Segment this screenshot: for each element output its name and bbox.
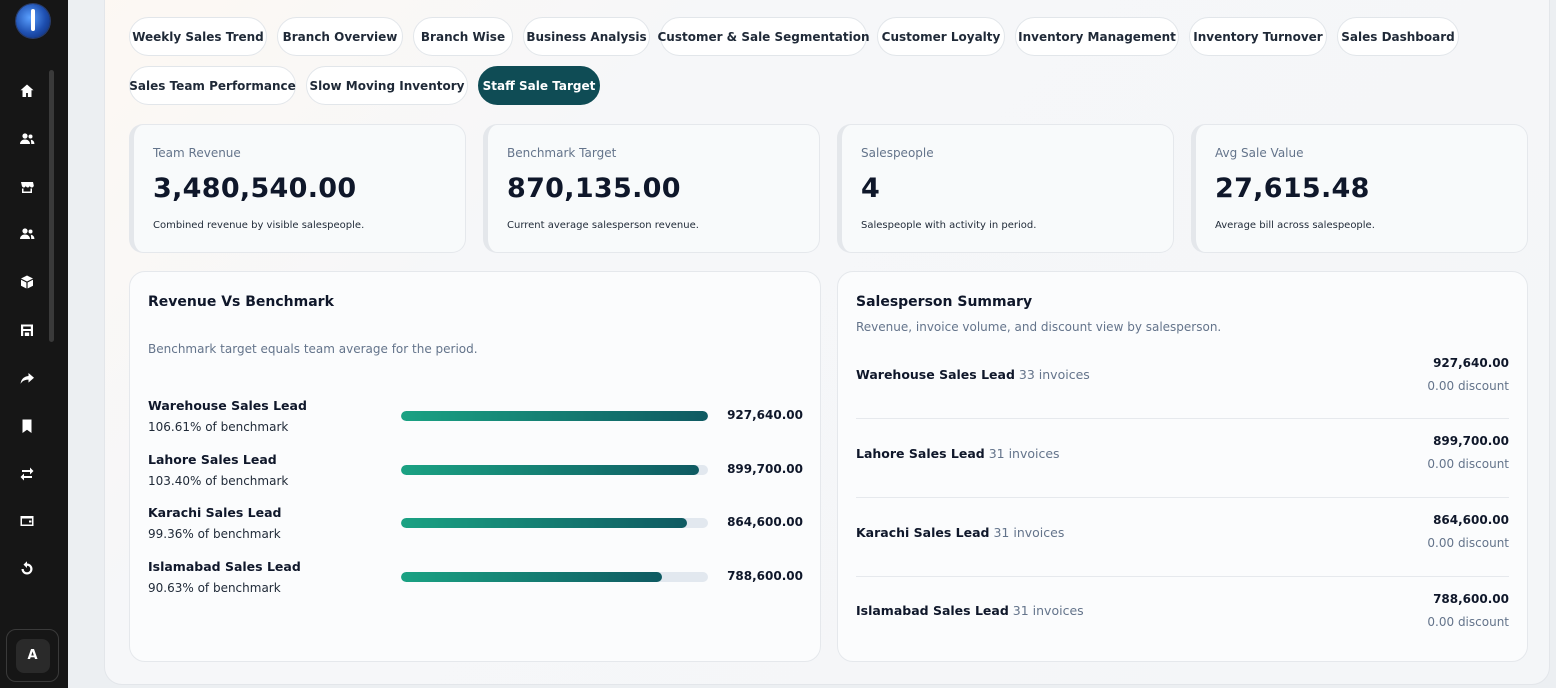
benchmark-percent: 99.36% of benchmark — [148, 527, 281, 541]
progress-track — [401, 518, 708, 528]
revenue-amount: 927,640.00 — [727, 408, 803, 422]
salesperson-name: Karachi Sales Lead 31 invoices — [856, 525, 1064, 540]
tab-branch-wise[interactable]: Branch Wise — [413, 17, 513, 56]
kpi-label: Avg Sale Value — [1215, 146, 1304, 160]
user-avatar[interactable]: A — [6, 629, 59, 682]
revenue-amount: 864,600.00 — [727, 515, 803, 529]
discount-amount: 0.00 discount — [1427, 615, 1509, 629]
discount-amount: 0.00 discount — [1427, 536, 1509, 550]
panel-subtitle: Revenue, invoice volume, and discount vi… — [856, 320, 1222, 334]
panel-subtitle: Benchmark target equals team average for… — [148, 342, 478, 356]
kpi-label: Benchmark Target — [507, 146, 617, 160]
exchange-icon[interactable] — [17, 464, 37, 484]
tab-sales-team-performance[interactable]: Sales Team Performance — [129, 66, 296, 105]
tab-inventory-management[interactable]: Inventory Management — [1015, 17, 1179, 56]
salesperson-name: Warehouse Sales Lead — [148, 398, 307, 413]
kpi-card-avg-sale-value: Avg Sale Value 27,615.48 Average bill ac… — [1191, 124, 1528, 253]
invoice-count: 31 invoices — [988, 446, 1060, 461]
benchmark-row: Karachi Sales Lead 99.36% of benchmark 8… — [148, 505, 803, 545]
summary-row: Karachi Sales Lead 31 invoices 864,600.00… — [856, 498, 1509, 577]
progress-track — [401, 572, 708, 582]
tab-branch-overview[interactable]: Branch Overview — [277, 17, 403, 56]
benchmark-percent: 103.40% of benchmark — [148, 474, 289, 488]
revenue-amount: 899,700.00 — [727, 462, 803, 476]
progress-fill — [401, 465, 699, 475]
revenue-amount: 788,600.00 — [727, 569, 803, 583]
benchmark-row: Islamabad Sales Lead 90.63% of benchmark… — [148, 559, 803, 599]
salesperson-name-text: Warehouse Sales Lead — [856, 367, 1015, 382]
benchmark-row: Lahore Sales Lead 103.40% of benchmark 8… — [148, 452, 803, 492]
panel-title: Salesperson Summary — [856, 294, 1033, 310]
kpi-description: Salespeople with activity in period. — [861, 220, 1037, 231]
salesperson-name: Islamabad Sales Lead 31 invoices — [856, 603, 1084, 618]
salesperson-summary-panel: Salesperson Summary Revenue, invoice vol… — [837, 271, 1528, 662]
summary-row: Lahore Sales Lead 31 invoices 899,700.00 … — [856, 419, 1509, 498]
progress-fill — [401, 411, 708, 421]
salesperson-name: Warehouse Sales Lead 33 invoices — [856, 367, 1090, 382]
tab-customer-loyalty[interactable]: Customer Loyalty — [877, 17, 1005, 56]
salesperson-name: Lahore Sales Lead — [148, 452, 277, 467]
salesperson-name: Lahore Sales Lead 31 invoices — [856, 446, 1060, 461]
kpi-card-salespeople: Salespeople 4 Salespeople with activity … — [837, 124, 1174, 253]
tab-inventory-turnover[interactable]: Inventory Turnover — [1189, 17, 1327, 56]
salesperson-name: Islamabad Sales Lead — [148, 559, 301, 574]
tab-business-analysis[interactable]: Business Analysis — [523, 17, 650, 56]
wallet-icon[interactable] — [17, 511, 37, 531]
kpi-description: Current average salesperson revenue. — [507, 220, 699, 231]
share-arrow-icon[interactable] — [17, 368, 37, 388]
tab-customer-sale-segmentation[interactable]: Customer & Sale Segmentation — [657, 17, 870, 56]
progress-fill — [401, 518, 688, 528]
box-icon[interactable] — [17, 272, 37, 292]
tab-sales-dashboard[interactable]: Sales Dashboard — [1337, 17, 1459, 56]
kpi-label: Team Revenue — [153, 146, 241, 160]
invoice-count: 31 invoices — [1012, 603, 1084, 618]
bookmark-icon[interactable] — [17, 416, 37, 436]
kpi-label: Salespeople — [861, 146, 934, 160]
invoice-count: 31 invoices — [993, 525, 1065, 540]
revenue-amount: 899,700.00 — [1433, 434, 1509, 448]
progress-track — [401, 411, 708, 421]
discount-amount: 0.00 discount — [1427, 379, 1509, 393]
store-icon[interactable] — [17, 177, 37, 197]
summary-row: Islamabad Sales Lead 31 invoices 788,600.… — [856, 577, 1509, 656]
salesperson-name: Karachi Sales Lead — [148, 505, 282, 520]
sidebar-scrollbar[interactable] — [49, 70, 54, 342]
revenue-benchmark-panel: Revenue Vs Benchmark Benchmark target eq… — [129, 271, 821, 662]
kpi-value: 27,615.48 — [1215, 173, 1370, 204]
refresh-icon[interactable] — [17, 559, 37, 579]
tab-slow-moving-inventory[interactable]: Slow Moving Inventory — [306, 66, 468, 105]
kpi-value: 4 — [861, 173, 881, 204]
benchmark-row: Warehouse Sales Lead 106.61% of benchmar… — [148, 398, 803, 438]
summary-row: Warehouse Sales Lead 33 invoices 927,640.… — [856, 340, 1509, 419]
kpi-description: Average bill across salespeople. — [1215, 220, 1375, 231]
home-icon[interactable] — [17, 81, 37, 101]
benchmark-percent: 106.61% of benchmark — [148, 420, 289, 434]
salesperson-name-text: Islamabad Sales Lead — [856, 603, 1009, 618]
salesperson-name-text: Karachi Sales Lead — [856, 525, 990, 540]
avatar-letter: A — [15, 638, 50, 673]
tab-weekly-sales-trend[interactable]: Weekly Sales Trend — [129, 17, 267, 56]
discount-amount: 0.00 discount — [1427, 457, 1509, 471]
sidebar: A — [0, 0, 68, 688]
progress-fill — [401, 572, 662, 582]
app-logo-icon[interactable] — [16, 4, 50, 38]
benchmark-percent: 90.63% of benchmark — [148, 581, 281, 595]
revenue-amount: 864,600.00 — [1433, 513, 1509, 527]
tab-staff-sale-target[interactable]: Staff Sale Target — [478, 66, 600, 105]
kpi-value: 870,135.00 — [507, 173, 681, 204]
kpi-description: Combined revenue by visible salespeople. — [153, 220, 365, 231]
kpi-value: 3,480,540.00 — [153, 173, 357, 204]
revenue-amount: 788,600.00 — [1433, 592, 1509, 606]
users-icon[interactable] — [17, 129, 37, 149]
panel-title: Revenue Vs Benchmark — [148, 294, 334, 310]
salesperson-name-text: Lahore Sales Lead — [856, 446, 985, 461]
revenue-amount: 927,640.00 — [1433, 356, 1509, 370]
progress-track — [401, 465, 708, 475]
customers-icon[interactable] — [17, 224, 37, 244]
invoice-count: 33 invoices — [1018, 367, 1090, 382]
kpi-card-benchmark-target: Benchmark Target 870,135.00 Current aver… — [483, 124, 820, 253]
kpi-card-team-revenue: Team Revenue 3,480,540.00 Combined reven… — [129, 124, 466, 253]
storefront-icon[interactable] — [17, 320, 37, 340]
